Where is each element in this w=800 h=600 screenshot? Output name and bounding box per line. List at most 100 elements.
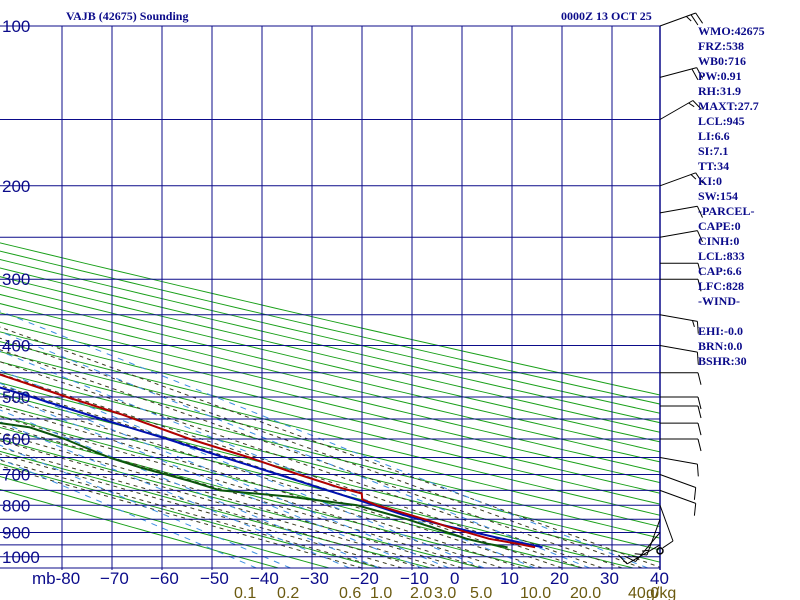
pressure-tick-label: 100 bbox=[2, 17, 30, 36]
index-15: LCL:833 bbox=[698, 249, 745, 263]
index-11: SW:154 bbox=[698, 189, 739, 203]
index-12: -PARCEL- bbox=[698, 204, 755, 218]
temperature-tick-label: −30 bbox=[300, 569, 329, 588]
mixing-ratio-label: 0.6 bbox=[339, 585, 361, 600]
stability-indices-panel: WMO:42675 FRZ:538 WB0:716 PW:0.91 RH:31.9 MAX… bbox=[698, 24, 765, 369]
mixing-ratio-label: 2.0 bbox=[410, 585, 432, 600]
wind-barb bbox=[660, 405, 702, 419]
wind-barb bbox=[659, 489, 697, 516]
temperature-tick-label: −70 bbox=[100, 569, 129, 588]
wind-barb bbox=[659, 474, 697, 500]
dry-adiabat bbox=[0, 382, 660, 551]
index-0: WMO:42675 bbox=[698, 24, 765, 38]
index-3: PW:0.91 bbox=[698, 69, 742, 83]
moist-adiabat bbox=[0, 459, 383, 569]
index-20: EHI:-0.0 bbox=[698, 324, 743, 338]
temperature-tick-label: 10 bbox=[500, 569, 519, 588]
wind-barb bbox=[659, 12, 704, 27]
wind-barb bbox=[618, 544, 661, 565]
mixing-ratio-line bbox=[0, 369, 485, 569]
mixing-ratio-label: 0.1 bbox=[234, 585, 256, 600]
wind-barb bbox=[659, 505, 674, 549]
wind-barb bbox=[660, 262, 702, 276]
temperature-tick-label: −20 bbox=[350, 569, 379, 588]
mixing-ratio-label: 0.2 bbox=[277, 585, 299, 600]
moist-adiabat bbox=[0, 453, 403, 569]
mixing-ratio-line bbox=[0, 392, 423, 569]
moist-adiabat bbox=[0, 396, 543, 569]
chart-timestamp: 0000Z 13 OCT 25 bbox=[561, 9, 652, 23]
index-4: RH:31.9 bbox=[698, 84, 741, 98]
mixing-ratio-label: 1.0 bbox=[370, 585, 392, 600]
dry-adiabat bbox=[0, 284, 660, 443]
mixing-ratio-label: 40.0 bbox=[628, 585, 659, 600]
pressure-tick-label: 1000 bbox=[2, 548, 40, 567]
dewpoint-line bbox=[0, 421, 508, 549]
index-9: TT:34 bbox=[698, 159, 730, 173]
dry-adiabat bbox=[0, 341, 660, 505]
index-10: KI:0 bbox=[698, 174, 722, 188]
pressure-tick-label: 400 bbox=[2, 337, 30, 356]
temperature-tick-label: −50 bbox=[200, 569, 229, 588]
index-22: BSHR:30 bbox=[698, 354, 747, 368]
dry-adiabat bbox=[0, 242, 660, 396]
wind-barb bbox=[659, 205, 703, 218]
wind-barb bbox=[660, 422, 702, 436]
chart-title: VAJB (42675) Sounding bbox=[66, 9, 189, 23]
parcel-trace bbox=[0, 386, 543, 549]
index-18: -WIND- bbox=[698, 294, 740, 308]
temperature-tick-label: 20 bbox=[550, 569, 569, 588]
dry-adiabat bbox=[0, 351, 660, 516]
grid-lines bbox=[0, 25, 661, 570]
wind-barbs bbox=[618, 12, 704, 565]
wind-barb bbox=[659, 100, 702, 120]
index-21: BRN:0.0 bbox=[698, 339, 743, 353]
moist-adiabat bbox=[0, 447, 423, 569]
dry-adiabat bbox=[0, 475, 330, 569]
mixing-ratio-line bbox=[0, 330, 590, 569]
index-8: SI:7.1 bbox=[698, 144, 729, 158]
dry-adiabat bbox=[0, 393, 660, 563]
index-7: LI:6.6 bbox=[698, 129, 730, 143]
index-13: CAPE:0 bbox=[698, 219, 741, 233]
temperature-tick-label: −60 bbox=[150, 569, 179, 588]
mixing-ratio-line bbox=[0, 409, 380, 569]
index-5: MAXT:27.7 bbox=[698, 99, 759, 113]
temperature-line bbox=[0, 373, 536, 549]
index-17: LFC:828 bbox=[698, 279, 744, 293]
index-6: LCL:945 bbox=[698, 114, 745, 128]
mixing-ratio-label: 5.0 bbox=[470, 585, 492, 600]
wind-barb bbox=[660, 438, 702, 452]
index-16: CAP:6.6 bbox=[698, 264, 742, 278]
mixing-ratio-line bbox=[0, 310, 648, 569]
dry-adiabat bbox=[0, 293, 660, 453]
moist-adiabat bbox=[0, 440, 443, 569]
wind-barb bbox=[660, 278, 702, 292]
moist-adiabat bbox=[0, 432, 463, 569]
wind-barb bbox=[659, 172, 704, 187]
pressure-tick-label: 700 bbox=[2, 466, 30, 485]
dry-adiabat bbox=[0, 404, 634, 569]
dewpoint-trace bbox=[0, 421, 508, 549]
pressure-tick-label: 500 bbox=[2, 388, 30, 407]
index-2: WB0:716 bbox=[698, 54, 746, 68]
mixing-ratio-line bbox=[0, 421, 350, 569]
wind-calm-marker bbox=[656, 547, 664, 555]
pressure-tick-label: 600 bbox=[2, 430, 30, 449]
dry-adiabat bbox=[0, 331, 660, 494]
temperature-tick-label: 40 bbox=[650, 569, 669, 588]
mixing-ratio-label: 20.0 bbox=[570, 585, 601, 600]
mixing-ratio-line bbox=[0, 382, 450, 569]
dry-adiabat bbox=[0, 312, 660, 473]
dry-adiabat bbox=[0, 463, 380, 569]
wind-barb bbox=[659, 345, 699, 365]
mixing-ratio-label: 10.0 bbox=[520, 585, 551, 600]
pressure-tick-label: 800 bbox=[2, 496, 30, 515]
wind-barb bbox=[659, 314, 699, 334]
temperature-tick-label: 0 bbox=[450, 569, 459, 588]
index-1: FRZ:538 bbox=[698, 39, 744, 53]
temperature-tick-label: mb-80 bbox=[32, 569, 80, 588]
index-14: CINH:0 bbox=[698, 234, 740, 248]
